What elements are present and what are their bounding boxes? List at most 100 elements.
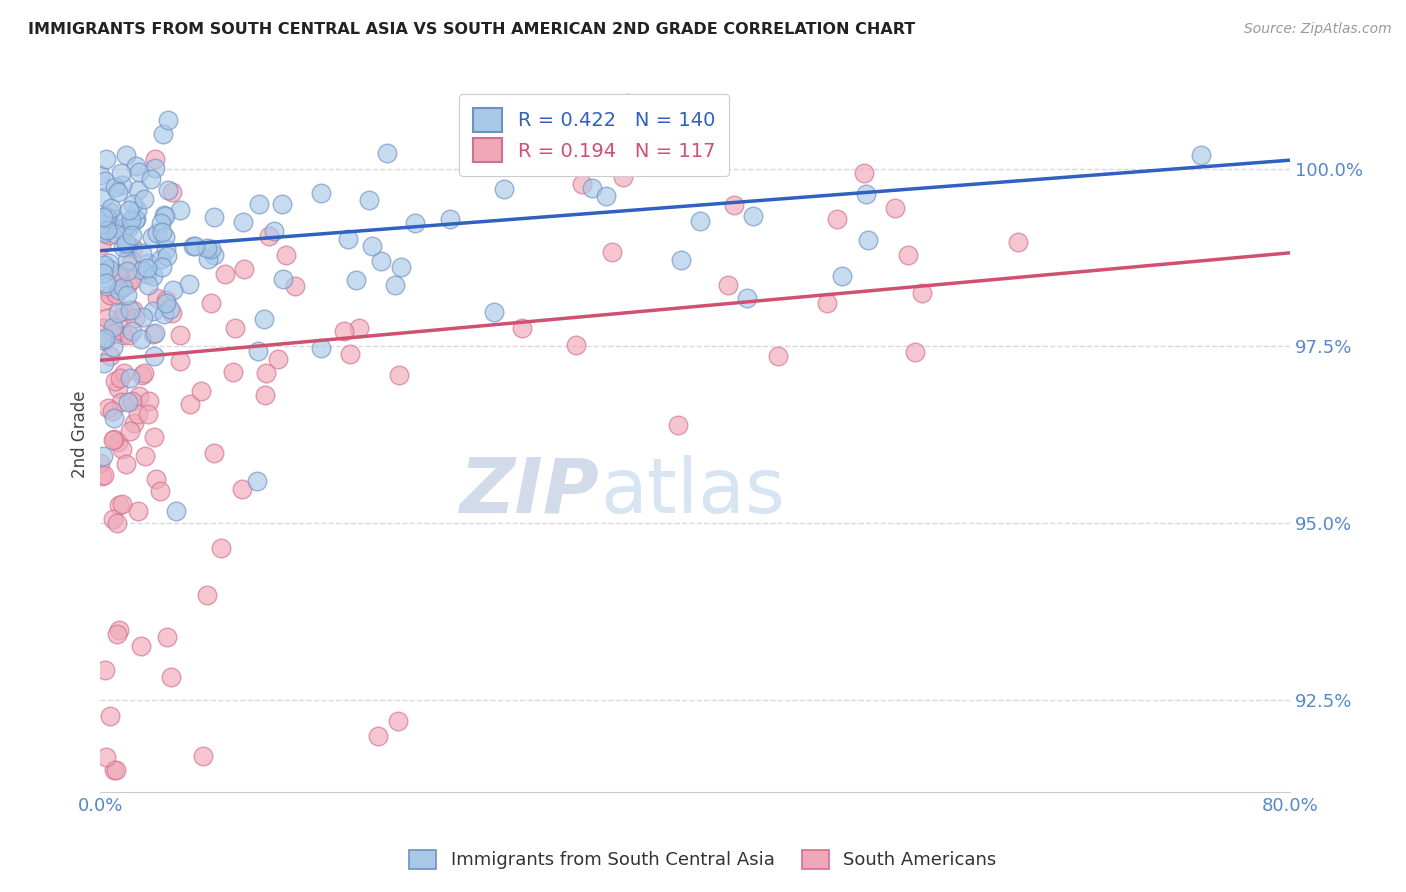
Point xyxy=(110,395,132,409)
Point xyxy=(120,302,142,317)
Point xyxy=(146,291,169,305)
Point xyxy=(253,311,276,326)
Point xyxy=(224,321,246,335)
Point xyxy=(121,324,143,338)
Text: IMMIGRANTS FROM SOUTH CENTRAL ASIA VS SOUTH AMERICAN 2ND GRADE CORRELATION CHART: IMMIGRANTS FROM SOUTH CENTRAL ASIA VS SO… xyxy=(28,22,915,37)
Point xyxy=(122,272,145,286)
Point xyxy=(209,541,232,556)
Point xyxy=(183,238,205,252)
Point xyxy=(98,708,121,723)
Point xyxy=(96,223,118,237)
Point xyxy=(93,356,115,370)
Legend: R = 0.422   N = 140, R = 0.194   N = 117: R = 0.422 N = 140, R = 0.194 N = 117 xyxy=(460,95,728,176)
Point xyxy=(105,287,128,301)
Point xyxy=(825,211,848,226)
Point xyxy=(90,238,112,252)
Point xyxy=(638,136,661,150)
Point xyxy=(118,202,141,217)
Point xyxy=(155,295,177,310)
Point xyxy=(97,401,120,415)
Point xyxy=(389,260,412,274)
Point xyxy=(145,473,167,487)
Point xyxy=(110,166,132,180)
Point xyxy=(98,205,121,219)
Point xyxy=(100,201,122,215)
Point xyxy=(149,483,172,498)
Point xyxy=(150,225,173,239)
Point xyxy=(104,211,127,226)
Point xyxy=(111,442,134,456)
Point xyxy=(93,190,115,204)
Point xyxy=(129,332,152,346)
Point xyxy=(150,260,173,274)
Point xyxy=(104,375,127,389)
Point xyxy=(121,393,143,408)
Point xyxy=(115,288,138,302)
Point xyxy=(270,196,292,211)
Point xyxy=(858,233,880,247)
Point xyxy=(96,311,118,326)
Point xyxy=(93,449,115,463)
Point xyxy=(741,209,763,223)
Point xyxy=(124,159,146,173)
Point xyxy=(855,187,877,202)
Point xyxy=(510,320,533,334)
Point xyxy=(600,125,623,139)
Point xyxy=(190,384,212,398)
Point xyxy=(118,371,141,385)
Point xyxy=(129,639,152,653)
Point xyxy=(115,264,138,278)
Point xyxy=(581,181,603,195)
Point xyxy=(669,253,692,268)
Point xyxy=(162,283,184,297)
Point xyxy=(131,246,153,260)
Point xyxy=(253,388,276,402)
Point xyxy=(737,291,759,305)
Point xyxy=(153,230,176,244)
Legend: Immigrants from South Central Asia, South Americans: Immigrants from South Central Asia, Sout… xyxy=(401,841,1005,879)
Point xyxy=(155,209,177,223)
Point xyxy=(143,326,166,341)
Point xyxy=(202,446,225,460)
Point xyxy=(370,254,392,268)
Point xyxy=(155,293,177,308)
Point xyxy=(103,326,125,340)
Point xyxy=(815,296,838,310)
Point xyxy=(257,228,280,243)
Point xyxy=(367,729,389,743)
Point xyxy=(388,368,411,382)
Point xyxy=(387,714,409,728)
Point xyxy=(165,504,187,518)
Point xyxy=(117,238,139,252)
Point xyxy=(284,278,307,293)
Point xyxy=(117,395,139,409)
Point xyxy=(128,164,150,178)
Point xyxy=(141,230,163,244)
Point xyxy=(112,303,135,318)
Point xyxy=(617,95,640,110)
Point xyxy=(103,432,125,446)
Point xyxy=(111,240,134,254)
Point xyxy=(246,343,269,358)
Text: Source: ZipAtlas.com: Source: ZipAtlas.com xyxy=(1244,22,1392,37)
Point xyxy=(156,112,179,127)
Point xyxy=(202,211,225,225)
Point xyxy=(91,210,114,224)
Point xyxy=(121,228,143,243)
Point xyxy=(200,242,222,256)
Point xyxy=(103,764,125,778)
Point xyxy=(94,174,117,188)
Point xyxy=(122,303,145,318)
Point xyxy=(105,516,128,531)
Point xyxy=(200,296,222,310)
Point xyxy=(107,381,129,395)
Point xyxy=(179,397,201,411)
Point xyxy=(94,276,117,290)
Point xyxy=(309,186,332,200)
Point xyxy=(247,196,270,211)
Point xyxy=(107,186,129,200)
Point xyxy=(179,277,201,291)
Point xyxy=(344,273,367,287)
Point xyxy=(111,223,134,237)
Point xyxy=(101,433,124,447)
